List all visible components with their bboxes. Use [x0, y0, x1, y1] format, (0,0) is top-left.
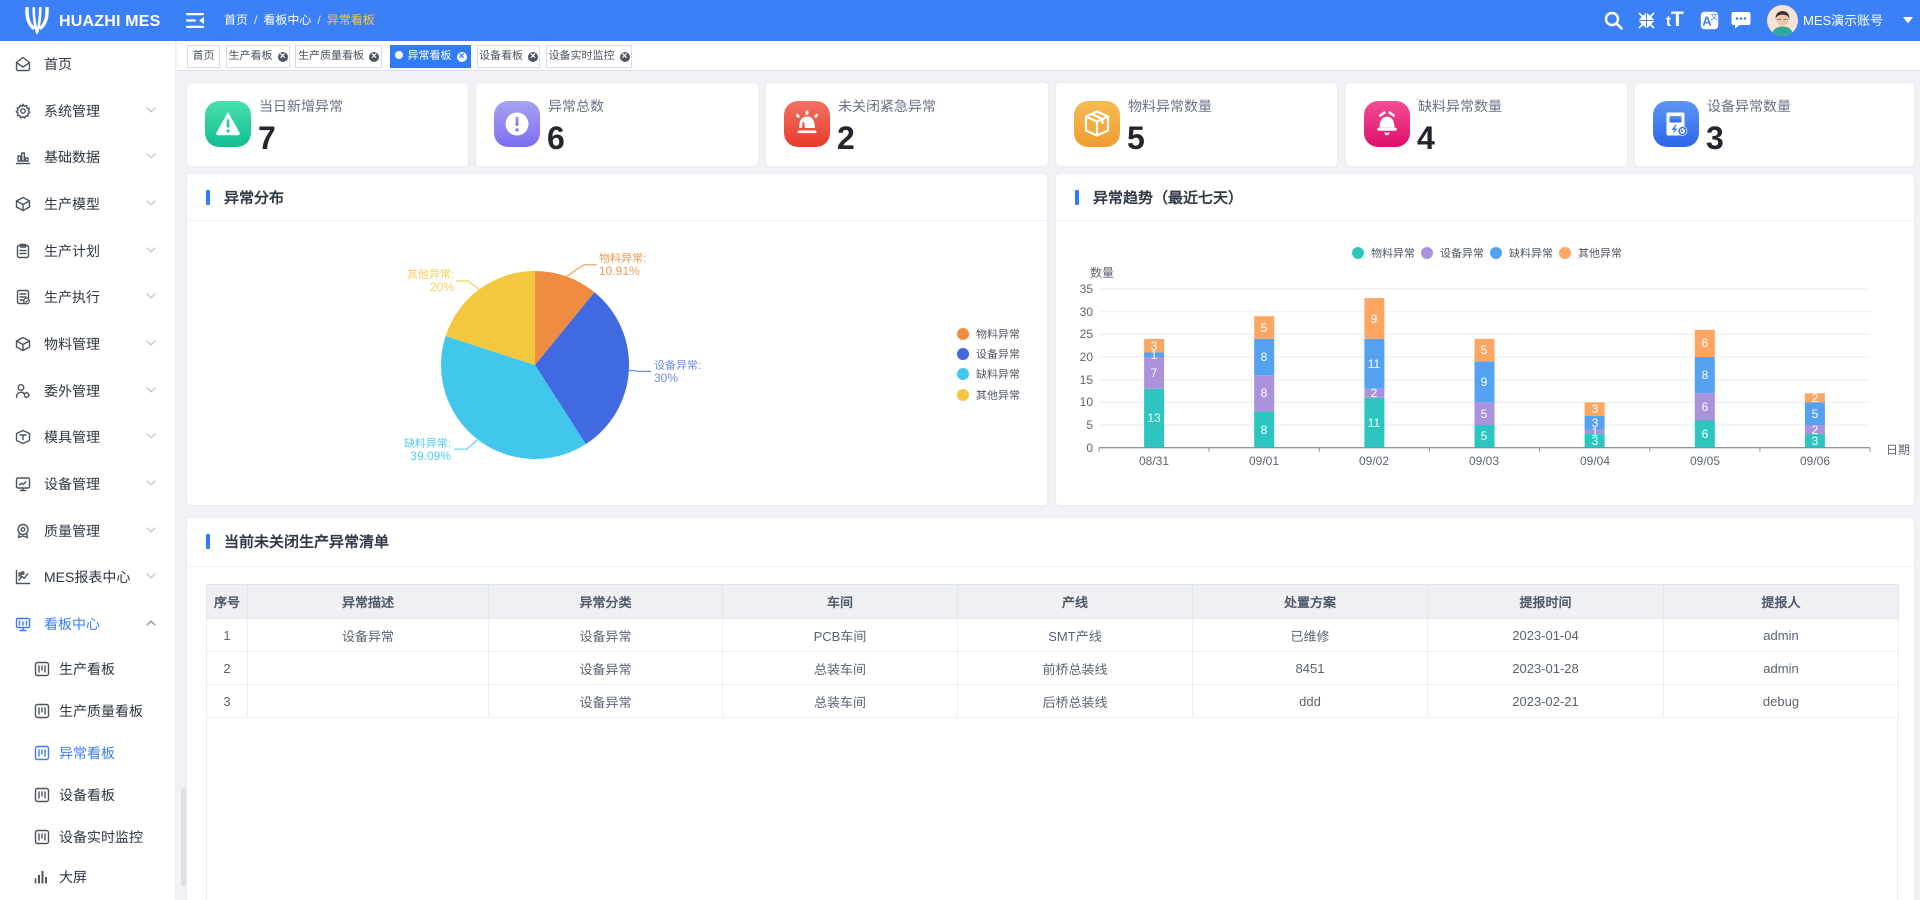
svg-text:文: 文 [1710, 12, 1718, 23]
svg-text:A: A [1702, 14, 1712, 29]
